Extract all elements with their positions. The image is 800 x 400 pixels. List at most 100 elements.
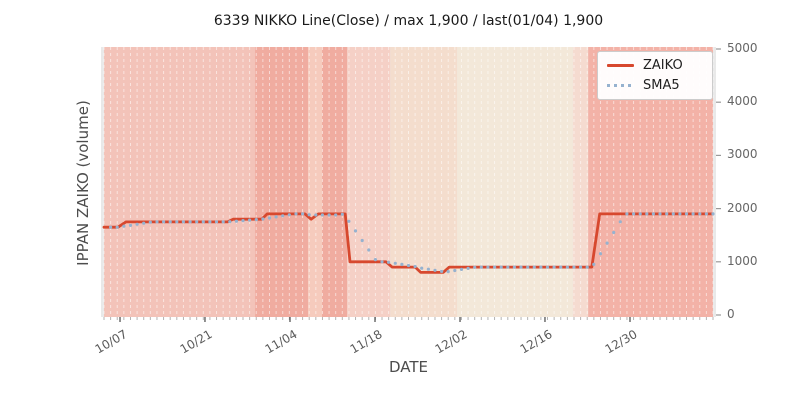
sma5-dot <box>519 265 523 269</box>
sma5-dot <box>353 229 358 233</box>
sma5-dot <box>175 220 179 224</box>
background-band <box>255 47 309 317</box>
sma5-dot <box>181 220 185 224</box>
sma5-dot <box>373 258 377 262</box>
sma5-dot <box>340 212 344 216</box>
sma5-dot <box>612 230 616 235</box>
sma5-dot <box>261 217 265 221</box>
sma5-dot <box>294 212 298 216</box>
sma5-dot <box>195 220 199 224</box>
sma5-dot <box>162 220 166 224</box>
chart-title: 6339 NIKKO Line(Close) / max 1,900 / las… <box>213 13 604 29</box>
legend-item-zaiko: ZAIKO <box>607 59 703 72</box>
sma5-dot <box>552 265 556 269</box>
sma5-dots <box>109 212 715 274</box>
sma5-dot <box>446 270 450 274</box>
sma5-dot <box>400 262 404 266</box>
sma5-dot <box>658 212 662 216</box>
background-band <box>390 47 458 317</box>
y-axis-label: IPPAN ZAIKO (volume) <box>74 100 92 266</box>
sma5-dot <box>440 269 444 273</box>
sma5-dot <box>320 213 324 217</box>
y-tick-label: 5000 <box>727 41 758 55</box>
sma5-dotted-swatch-icon <box>607 84 634 87</box>
sma5-dot <box>208 220 212 224</box>
legend-label-zaiko: ZAIKO <box>643 58 683 73</box>
sma5-dot <box>466 266 470 270</box>
zaiko-line-swatch-icon <box>607 64 634 67</box>
sma5-dot <box>605 241 609 245</box>
sma5-dot <box>645 212 649 216</box>
sma5-dot <box>698 212 702 216</box>
sma5-dot <box>493 265 497 269</box>
sma5-dot <box>347 219 351 223</box>
sma5-dot <box>287 213 291 217</box>
sma5-dot <box>413 264 417 269</box>
sma5-dot <box>267 216 272 220</box>
sma5-dot <box>148 220 152 224</box>
y-tick-label: 0 <box>727 307 735 321</box>
sma5-dot <box>638 212 642 216</box>
sma5-dot <box>579 265 583 269</box>
sma5-dot <box>142 221 146 225</box>
sma5-dot <box>684 212 689 216</box>
sma5-dot <box>281 214 285 218</box>
sma5-dot <box>532 265 536 269</box>
sma5-dot <box>122 224 126 228</box>
y-tick-label: 4000 <box>727 94 758 109</box>
sma5-dot <box>559 265 563 269</box>
sma5-dot <box>545 265 550 269</box>
legend-item-sma5: SMA5 <box>607 79 703 92</box>
sma5-dot <box>671 212 675 216</box>
sma5-dot <box>248 218 252 222</box>
sma5-dot <box>512 265 517 269</box>
sma5-dot <box>109 225 113 229</box>
sma5-dot <box>453 268 457 273</box>
sma5-dot <box>307 213 311 217</box>
sma5-dot <box>228 220 232 224</box>
sma5-dot <box>499 265 503 269</box>
legend-label-sma5: SMA5 <box>643 78 680 93</box>
sma5-dot <box>234 219 238 223</box>
sma5-dot <box>665 212 669 216</box>
y-tick-label: 1000 <box>727 253 758 268</box>
background-band <box>322 47 347 317</box>
x-axis-label: DATE <box>388 358 429 376</box>
sma5-dot <box>115 225 119 229</box>
sma5-dot <box>380 260 384 264</box>
sma5-dot <box>168 220 172 224</box>
sma5-dot <box>360 238 364 243</box>
sma5-dot <box>506 265 510 269</box>
sma5-dot <box>651 212 656 216</box>
sma5-dot <box>135 222 139 226</box>
sma5-dot <box>433 268 437 272</box>
y-tick-label: 2000 <box>727 200 758 215</box>
sma5-dot <box>314 213 318 217</box>
sma5-dot <box>387 260 391 264</box>
sma5-dot <box>572 265 576 269</box>
sma5-dot <box>128 223 133 227</box>
sma5-dot <box>426 267 430 271</box>
y-tick-label: 3000 <box>727 147 758 162</box>
sma5-dot <box>188 220 192 224</box>
background-band <box>308 47 323 317</box>
sma5-dot <box>592 262 596 266</box>
sma5-dot <box>155 220 159 224</box>
sma5-dot <box>632 212 636 216</box>
legend: ZAIKO SMA5 <box>597 51 713 100</box>
sma5-dot <box>585 265 589 269</box>
sma5-dot <box>459 267 464 271</box>
sma5-dot <box>254 218 258 222</box>
sma5-dot <box>367 248 371 252</box>
sma5-dot <box>406 263 411 268</box>
sma5-dot <box>201 220 205 224</box>
sma5-dot <box>711 212 715 216</box>
sma5-dot <box>479 265 483 269</box>
sma5-dot <box>301 212 305 216</box>
sma5-dot <box>393 261 397 265</box>
sma5-dot <box>221 220 225 224</box>
sma5-dot <box>678 212 682 216</box>
sma5-dot <box>274 215 278 219</box>
sma5-dot <box>565 265 570 269</box>
